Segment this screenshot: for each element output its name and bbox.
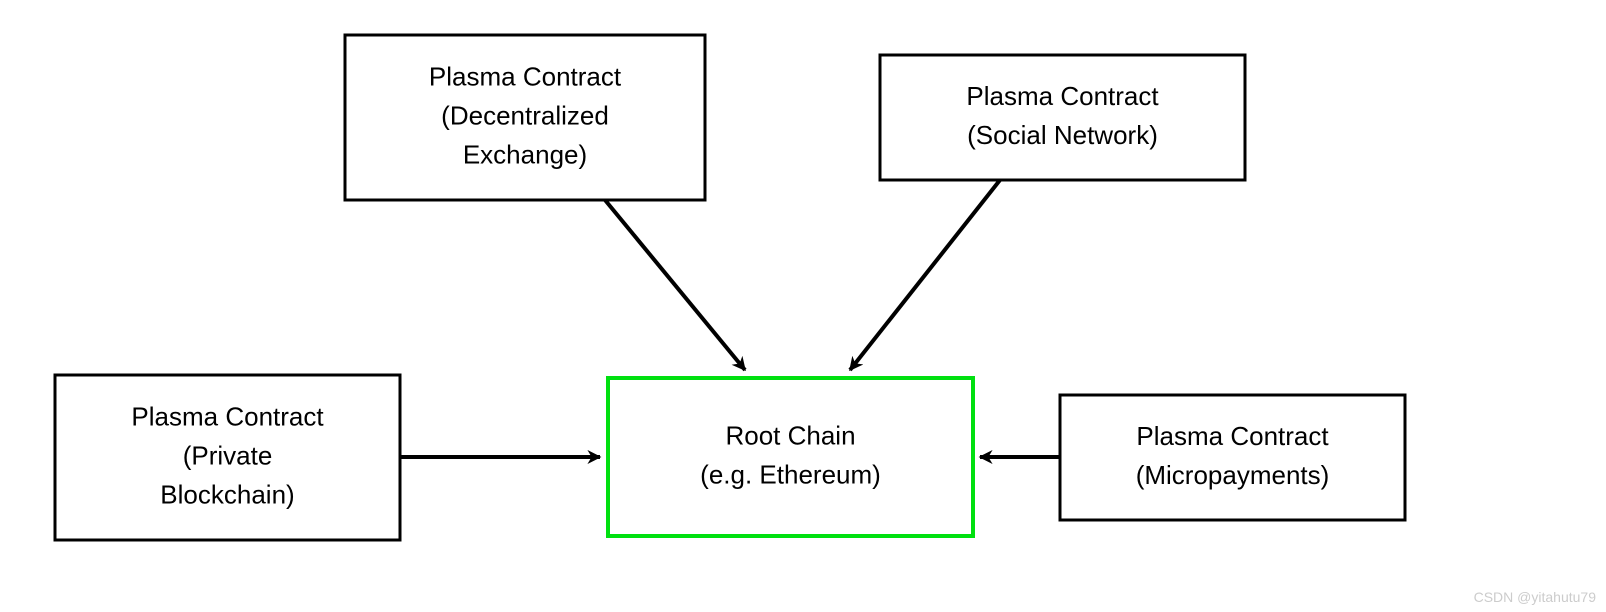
- diagram-canvas: Plasma Contract(DecentralizedExchange)Pl…: [0, 0, 1606, 612]
- node-dex-label-1: (Decentralized: [441, 100, 609, 130]
- node-social: Plasma Contract (Social Network): [880, 55, 1245, 180]
- node-micro-label-0: Plasma Contract: [1136, 421, 1329, 451]
- node-micro-rect: [1060, 395, 1405, 520]
- node-social-label-1: (Social Network): [967, 120, 1158, 150]
- node-root-rect: [608, 378, 973, 536]
- node-root-label-0: Root Chain: [725, 420, 855, 450]
- node-private: Plasma Contract (Private Blockchain): [55, 375, 400, 540]
- node-micro-label-1: (Micropayments): [1136, 460, 1330, 490]
- edge-1: [850, 180, 1000, 370]
- edge-0: [605, 200, 745, 370]
- node-root: Root Chain (e.g. Ethereum): [608, 378, 973, 536]
- node-private-label-1: (Private: [183, 440, 273, 470]
- node-dex-label-0: Plasma Contract: [429, 61, 622, 91]
- node-micro: Plasma Contract (Micropayments): [1060, 395, 1405, 520]
- node-social-rect: [880, 55, 1245, 180]
- node-root-label-1: (e.g. Ethereum): [700, 459, 881, 489]
- node-private-label-2: Blockchain): [160, 479, 294, 509]
- watermark: CSDN @yitahutu79: [1474, 589, 1597, 605]
- node-dex: Plasma Contract (Decentralized Exchange): [345, 35, 705, 200]
- node-social-label-0: Plasma Contract: [966, 81, 1159, 111]
- node-dex-label-2: Exchange): [463, 139, 587, 169]
- node-private-label-0: Plasma Contract: [131, 401, 324, 431]
